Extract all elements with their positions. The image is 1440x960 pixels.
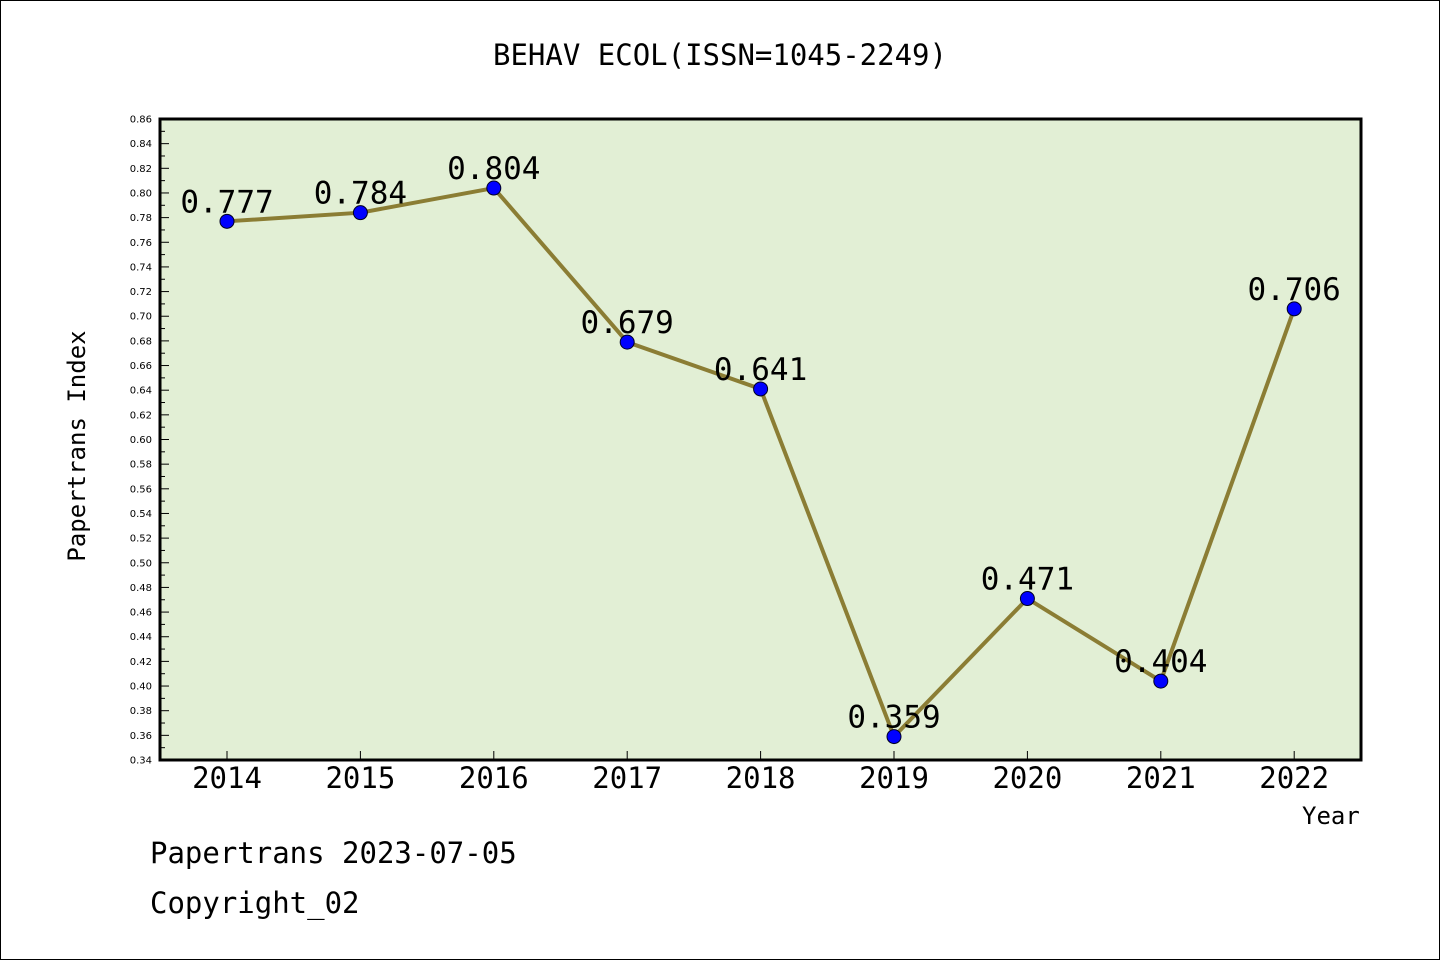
y-tick-label: 0.64 (130, 386, 152, 397)
y-tick-label: 0.74 (130, 262, 152, 273)
y-tick-label: 0.38 (130, 706, 152, 717)
data-point (1019, 591, 1035, 607)
y-tick-label: 0.78 (130, 213, 152, 224)
y-tick-label: 0.46 (130, 608, 152, 619)
data-label: 0.706 (1248, 272, 1341, 308)
y-tick-label: 0.48 (130, 583, 152, 594)
y-tick-label: 0.84 (130, 139, 152, 150)
y-tick-label: 0.82 (130, 164, 152, 175)
y-tick-label: 0.56 (130, 484, 152, 495)
x-axis-label: Year (1302, 802, 1360, 830)
x-tick-label: 2014 (192, 761, 262, 795)
footer-copyright: Copyright_02 (150, 886, 360, 920)
y-tick-label: 0.36 (130, 731, 152, 742)
data-point (753, 381, 769, 397)
y-tick-label: 0.70 (130, 312, 152, 323)
data-label: 0.404 (1114, 644, 1207, 680)
footer-date: Papertrans 2023-07-05 (150, 836, 517, 870)
x-tick-label: 2021 (1126, 761, 1196, 795)
data-label: 0.359 (847, 700, 940, 736)
y-tick-label: 0.54 (130, 509, 152, 520)
plot-border (158, 117, 1363, 762)
y-tick-label: 0.52 (130, 534, 152, 545)
x-tick-label: 2015 (325, 761, 395, 795)
y-tick-label: 0.42 (130, 657, 152, 668)
data-point (219, 213, 235, 229)
y-tick-label: 0.62 (130, 410, 152, 421)
y-tick-label: 0.66 (130, 361, 152, 372)
data-point (619, 334, 635, 350)
y-tick-label: 0.40 (130, 682, 152, 693)
y-tick-label: 0.68 (130, 336, 152, 347)
x-tick-label: 2019 (859, 761, 929, 795)
x-tick-label: 2022 (1259, 761, 1329, 795)
data-point (352, 205, 368, 221)
x-tick-label: 2016 (459, 761, 529, 795)
data-label: 0.777 (180, 184, 273, 220)
data-label: 0.471 (981, 562, 1074, 598)
data-point (886, 729, 902, 745)
x-tick-label: 2018 (726, 761, 796, 795)
plot-area (160, 119, 1361, 760)
chart-title: BEHAV ECOL(ISSN=1045-2249) (493, 38, 947, 72)
data-label: 0.679 (581, 305, 674, 341)
data-label: 0.804 (447, 151, 540, 187)
y-tick-label: 0.60 (130, 435, 152, 446)
y-tick-label: 0.72 (130, 287, 152, 298)
data-point (1286, 301, 1302, 317)
data-label: 0.641 (714, 352, 807, 388)
y-tick-label: 0.50 (130, 558, 152, 569)
x-tick-label: 2017 (592, 761, 662, 795)
y-tick-label: 0.44 (130, 632, 152, 643)
y-tick-label: 0.86 (130, 115, 152, 126)
data-label: 0.784 (314, 176, 407, 212)
y-tick-label: 0.34 (130, 756, 152, 767)
y-tick-label: 0.80 (130, 188, 152, 199)
data-point (1153, 673, 1169, 689)
x-tick-label: 2020 (992, 761, 1062, 795)
y-tick-label: 0.76 (130, 238, 152, 249)
y-tick-label: 0.58 (130, 460, 152, 471)
data-point (486, 180, 502, 196)
